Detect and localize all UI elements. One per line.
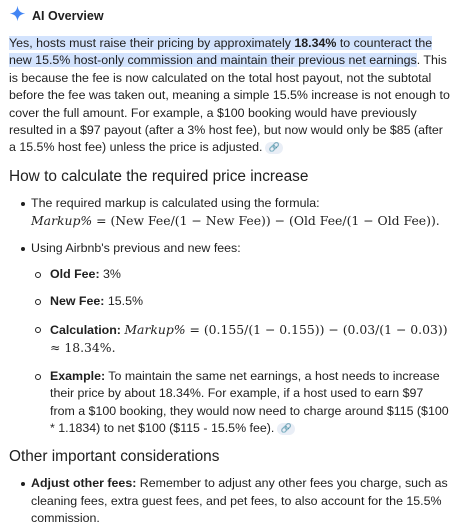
list-item: Using Airbnb's previous and new fees: Ol… xyxy=(21,240,451,438)
fees-intro: Using Airbnb's previous and new fees: xyxy=(31,240,241,255)
formula: Markup% = (New Fee/(1 − New Fee)) − (Old… xyxy=(31,213,440,228)
calc-label: Calculation: xyxy=(50,322,121,337)
link-icon[interactable]: 🔗 xyxy=(277,422,296,435)
list-item: Calculation: Markup% = (0.155/(1 − 0.155… xyxy=(35,321,451,358)
calc-list: The required markup is calculated using … xyxy=(9,195,451,437)
new-fee-value: 15.5% xyxy=(104,294,143,309)
list-item: The required markup is calculated using … xyxy=(21,195,451,231)
formula-var: Markup% xyxy=(31,213,93,229)
other-list: Adjust other fees: Remember to adjust an… xyxy=(9,475,451,527)
calc-rest: = (0.155/(1 − 0.155)) − (0.03/(1 − 0.03)… xyxy=(50,321,448,356)
list-item: Old Fee: 3% xyxy=(35,266,451,283)
fees-sublist: Old Fee: 3% New Fee: 15.5% Calculation: … xyxy=(31,266,451,437)
new-fee-label: New Fee: xyxy=(50,294,105,309)
ai-overview-header: AI Overview xyxy=(9,5,451,27)
link-icon[interactable]: 🔗 xyxy=(265,142,284,155)
section-heading-other: Other important considerations xyxy=(9,448,220,466)
formula-intro: The required markup is calculated using … xyxy=(31,195,320,210)
answer-percent: 18.34% xyxy=(294,36,337,50)
calc-formula: Markup% = (0.155/(1 − 0.155)) − (0.03/(1… xyxy=(50,322,448,355)
list-item: Adjust other fees: Remember to adjust an… xyxy=(21,475,451,527)
sparkle-icon xyxy=(9,5,32,27)
example-text: To maintain the same net earnings, a hos… xyxy=(50,368,449,435)
list-item: New Fee: 15.5% xyxy=(35,293,451,310)
formula-rest: = (New Fee/(1 − New Fee)) − (Old Fee/(1 … xyxy=(92,213,440,229)
old-fee-value: 3% xyxy=(99,267,121,282)
ai-overview-title: AI Overview xyxy=(32,9,104,23)
section-heading-calc: How to calculate the required price incr… xyxy=(9,167,309,185)
highlighted-answer: Yes, hosts must raise their pricing by a… xyxy=(9,36,433,68)
old-fee-label: Old Fee: xyxy=(50,267,100,282)
intro-rest: . This is because the fee is now calcula… xyxy=(9,53,450,155)
intro-paragraph: Yes, hosts must raise their pricing by a… xyxy=(9,35,451,157)
adjust-label: Adjust other fees: xyxy=(31,476,137,491)
answer-text-2: to counteract the new 15.5% host-only co… xyxy=(9,36,433,68)
example-label: Example: xyxy=(50,368,106,383)
calc-var: Markup% xyxy=(124,321,186,337)
answer-text-1: Yes, hosts must raise their pricing by a… xyxy=(9,36,295,50)
list-item: Example: To maintain the same net earnin… xyxy=(35,368,451,438)
